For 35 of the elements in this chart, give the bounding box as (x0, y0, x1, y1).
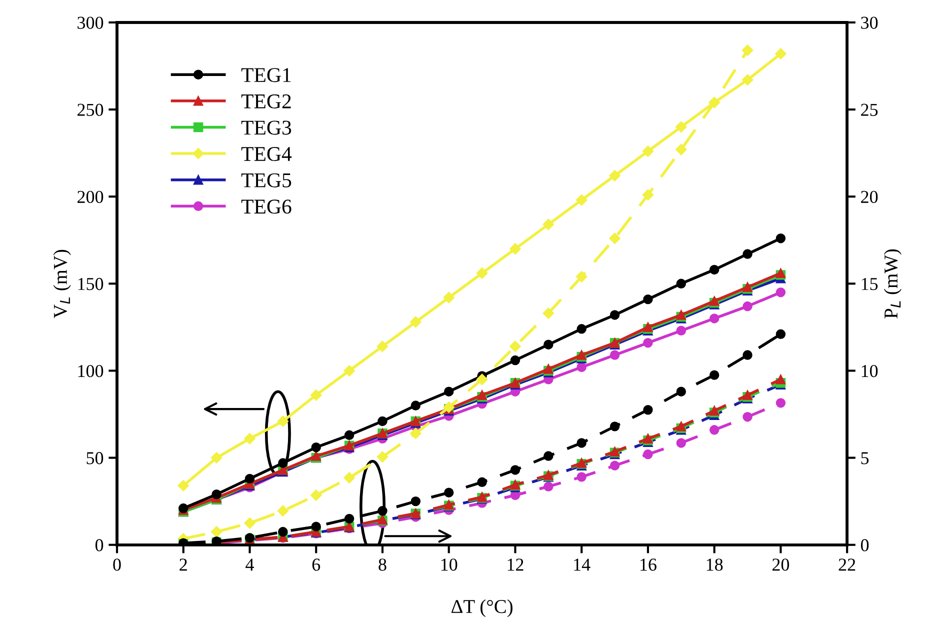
y2-tick-label: 5 (861, 452, 869, 464)
y-tick-label: 50 (86, 452, 104, 464)
y-tick-label: 300 (78, 16, 104, 29)
y-axis-title: V$_{L}$ (mV) (53, 250, 71, 318)
y2-tick-label: 10 (862, 364, 878, 378)
legend-label: TEG4 (241, 147, 292, 162)
x-tick-label: 22 (838, 558, 856, 571)
legend-label: TEG5 (241, 173, 292, 188)
y-tick-label: 100 (78, 364, 104, 378)
x-tick-label: 14 (574, 558, 590, 571)
x-tick-label: 2 (180, 558, 187, 571)
x-tick-label: 4 (246, 558, 254, 571)
x-tick-label: 10 (441, 558, 458, 571)
y-tick-label: 150 (78, 278, 104, 290)
x-tick-label: 8 (378, 558, 386, 571)
y2-axis-title: P$_{L}$ (mW) (884, 249, 902, 318)
legend-label: TEG3 (241, 120, 292, 135)
y2-tick-label: 0 (860, 539, 869, 552)
x-tick-label: 16 (640, 558, 656, 571)
y2-tick-label: 15 (862, 278, 878, 290)
y-tick-label: 250 (78, 104, 104, 116)
legend-label: TEG6 (241, 200, 292, 214)
y2-tick-label: 20 (861, 190, 878, 204)
legend-label: TEG2 (241, 94, 291, 108)
x-tick-label: 20 (772, 558, 790, 571)
x-tick-label: 6 (312, 558, 320, 571)
y2-tick-label: 25 (861, 104, 878, 116)
legend-label: TEG1 (241, 68, 291, 82)
x-tick-label: 12 (508, 558, 524, 571)
x-axis-title: ΔT (°C) (451, 599, 512, 618)
x-tick-label: 18 (706, 558, 723, 571)
x-tick-label: 0 (113, 558, 121, 571)
y-tick-label: 200 (78, 190, 104, 204)
y-tick-label: 0 (95, 539, 104, 552)
y2-tick-label: 30 (861, 16, 878, 29)
